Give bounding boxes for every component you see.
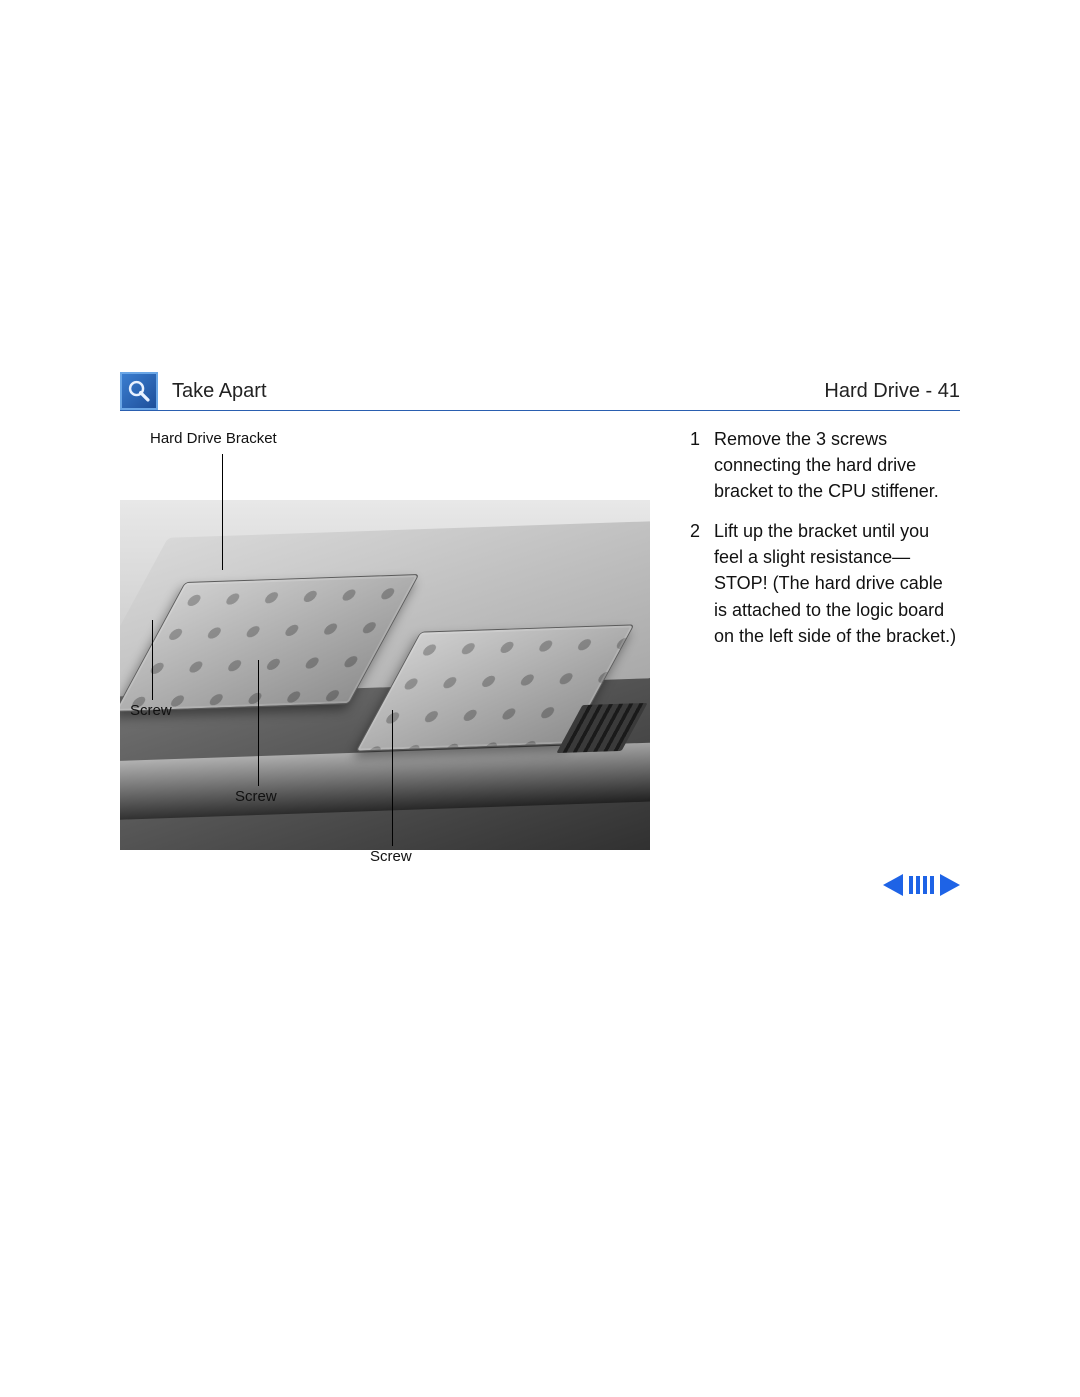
step-number: 2 [680,518,700,648]
figure [120,430,650,900]
manual-page: Take Apart Hard Drive - 41 Hard Drive Br… [0,0,1080,1397]
step-text: Remove the 3 screws connecting the hard … [714,426,960,504]
take-apart-icon [126,378,152,404]
callout-screw-1-leader [152,620,153,700]
callout-screw-3-leader [392,710,393,846]
section-icon [120,372,158,410]
instruction-list: 1 Remove the 3 screws connecting the har… [680,426,960,663]
header-rule [120,410,960,411]
step-text: Lift up the bracket until you feel a sli… [714,518,960,648]
hardware-photo [120,500,650,850]
nav-bars-icon[interactable] [909,876,934,894]
callout-bracket-label: Hard Drive Bracket [150,430,277,447]
page-nav [883,874,960,896]
next-page-icon[interactable] [940,874,960,896]
callout-screw-1-label: Screw [130,702,172,719]
step-item: 2 Lift up the bracket until you feel a s… [680,518,960,648]
step-item: 1 Remove the 3 screws connecting the har… [680,426,960,504]
page-header: Take Apart Hard Drive - 41 [120,378,960,418]
callout-screw-2-leader [258,660,259,786]
section-title-left: Take Apart [172,380,267,403]
callout-screw-2-label: Screw [235,788,277,805]
callout-screw-3-label: Screw [370,848,412,865]
prev-page-icon[interactable] [883,874,903,896]
section-title-right: Hard Drive - 41 [824,380,960,403]
callout-bracket-leader [222,454,223,570]
step-number: 1 [680,426,700,504]
